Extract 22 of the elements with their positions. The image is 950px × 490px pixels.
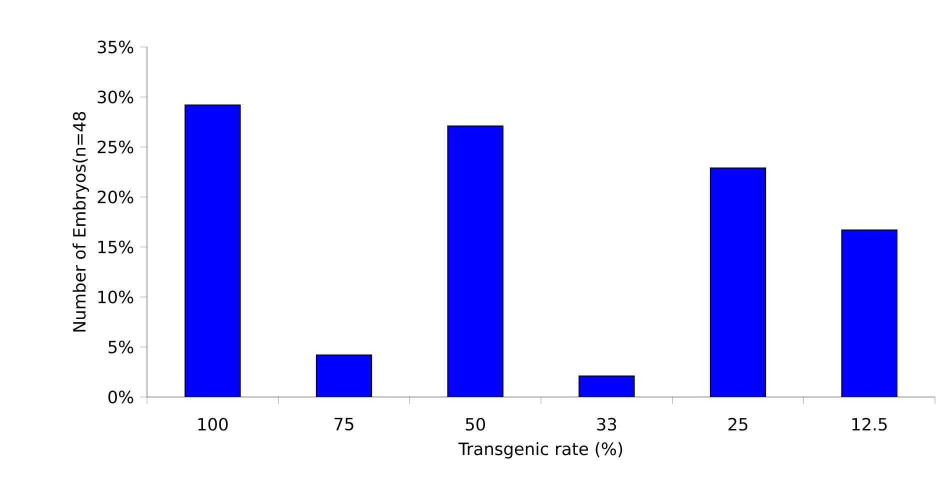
y-tick-label: 35% — [98, 40, 134, 54]
bar — [316, 354, 372, 397]
bar — [578, 376, 635, 397]
x-axis-title: Transgenic rate (%) — [458, 442, 622, 459]
y-tick-label: 10% — [98, 290, 134, 304]
x-tick-label: 50 — [466, 418, 485, 431]
y-tick-label: 30% — [98, 90, 134, 104]
x-tick-label: 75 — [334, 418, 354, 430]
bar — [184, 104, 241, 397]
x-tick-label: 12.5 — [852, 418, 887, 431]
y-tick-label: 15% — [98, 240, 134, 254]
y-tick-label: 25% — [98, 140, 134, 154]
y-axis-title: Number of Embryos(n=48 — [72, 112, 90, 332]
x-tick-label: 100 — [198, 418, 228, 431]
y-tick-label: 0% — [108, 390, 134, 404]
y-tick-label: 5% — [108, 340, 134, 354]
x-tick-label: 25 — [728, 418, 748, 431]
bar — [841, 230, 898, 397]
y-tick-label: 20% — [98, 190, 134, 204]
bar — [710, 168, 766, 397]
bar — [447, 126, 504, 397]
x-tick-label: 33 — [597, 418, 616, 431]
